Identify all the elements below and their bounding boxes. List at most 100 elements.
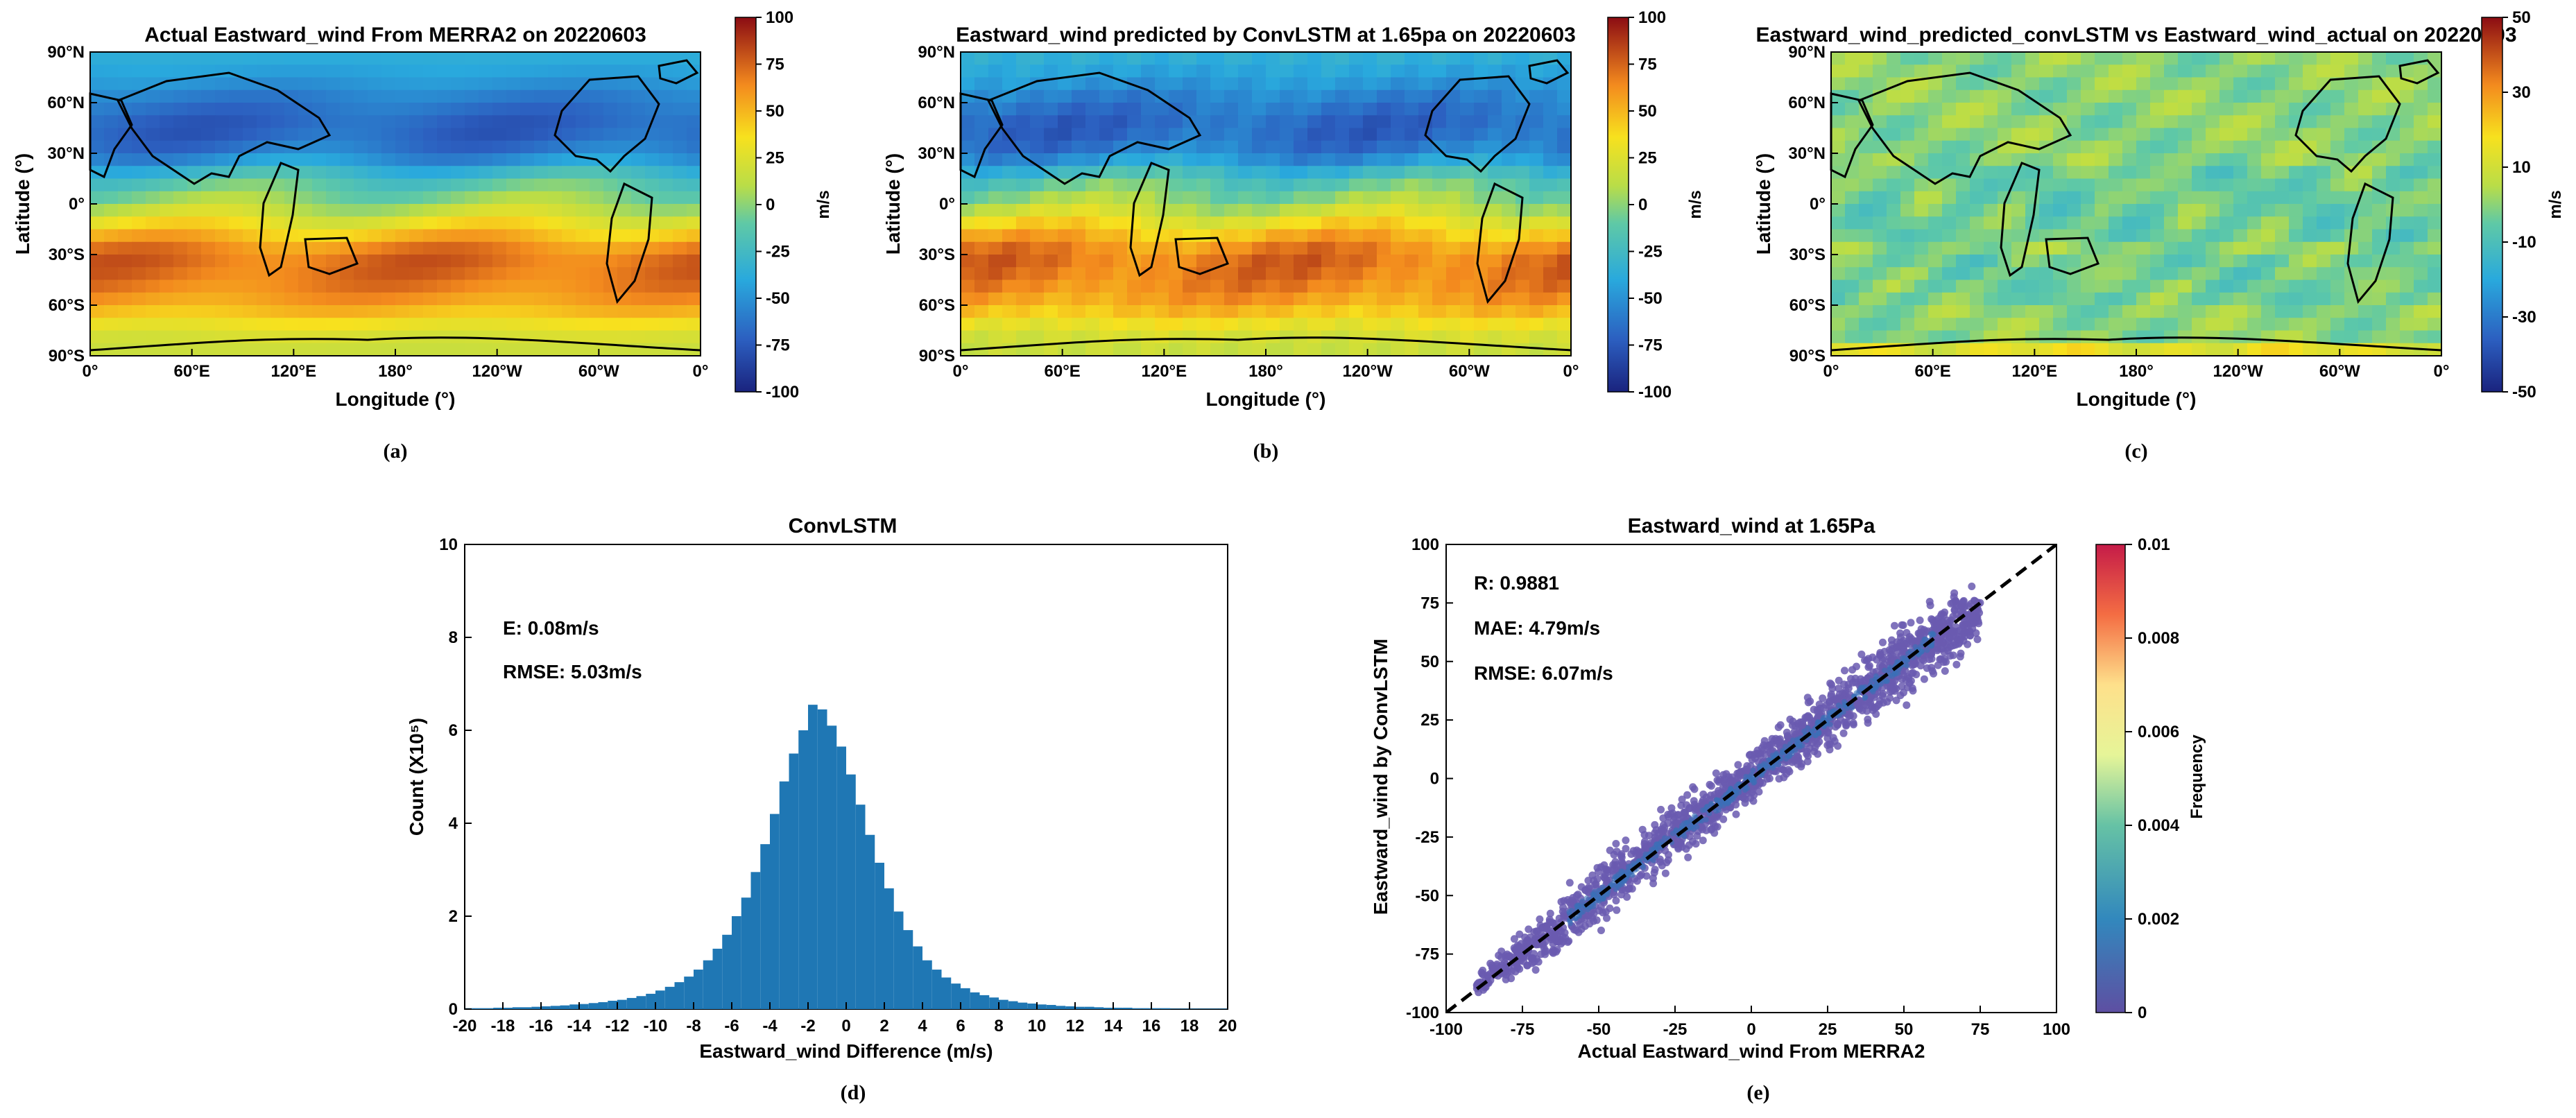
heatmap-cell	[1845, 241, 1860, 255]
heatmap-cell	[437, 267, 452, 281]
heatmap-cell	[2428, 103, 2441, 117]
heatmap-cell	[2247, 64, 2262, 78]
heatmap-cell	[201, 318, 216, 332]
heatmap-cell	[423, 343, 438, 356]
heatmap-cell	[298, 267, 313, 281]
heatmap-cell	[645, 204, 660, 218]
heatmap-cell	[2261, 343, 2276, 356]
scatter-point	[1835, 685, 1843, 693]
heatmap-cell	[961, 128, 975, 141]
heatmap-cell	[645, 330, 660, 344]
heatmap-cell	[2039, 305, 2054, 319]
heatmap-cell	[590, 343, 604, 356]
heatmap-cell	[1238, 52, 1253, 66]
heatmap-cell	[1016, 52, 1031, 66]
heatmap-cell	[1030, 292, 1045, 306]
heatmap-cell	[2400, 204, 2414, 218]
heatmap-cell	[2192, 216, 2206, 230]
heatmap-cell	[243, 318, 257, 332]
heatmap-cell	[617, 267, 632, 281]
heatmap-cell	[562, 140, 576, 154]
heatmap-cell	[659, 153, 673, 167]
heatmap-cell	[534, 178, 549, 192]
heatmap-cell	[257, 305, 271, 319]
heatmap-cell	[1502, 280, 1516, 293]
heatmap-cell	[1928, 343, 1943, 356]
heatmap-cell	[2386, 140, 2401, 154]
heatmap-cell	[1543, 204, 1558, 218]
heatmap-cell	[1058, 292, 1072, 306]
heatmap-cell	[2261, 280, 2276, 293]
heatmap-cell	[215, 280, 230, 293]
scatter-point	[1968, 583, 1976, 590]
heatmap-cell	[961, 52, 975, 66]
heatmap-cell	[617, 140, 632, 154]
heatmap-cell	[1196, 103, 1211, 117]
heatmap-cell	[1044, 166, 1058, 180]
heatmap-cell	[2247, 318, 2262, 332]
scatter-point	[1612, 897, 1620, 905]
heatmap-cell	[173, 280, 188, 293]
heatmap-cell	[1238, 241, 1253, 255]
heatmap-cell	[465, 292, 479, 306]
heatmap-cell	[2122, 52, 2137, 66]
heatmap-cell	[1970, 128, 1984, 141]
heatmap-cell	[1335, 178, 1350, 192]
heatmap-cell	[243, 267, 257, 281]
panel-b-xlabel: Longitude (°)	[1206, 388, 1326, 410]
y-tick-label: 2	[449, 907, 458, 926]
heatmap-cell	[312, 241, 327, 255]
colorbar-tick-label: 75	[1638, 55, 1657, 74]
heatmap-cell	[104, 267, 119, 281]
heatmap-cell	[2109, 140, 2123, 154]
heatmap-cell	[506, 267, 521, 281]
heatmap-cell	[2053, 166, 2068, 180]
heatmap-cell	[368, 204, 382, 218]
heatmap-cell	[1169, 292, 1183, 306]
heatmap-cell	[132, 216, 146, 230]
heatmap-cell	[2358, 103, 2373, 117]
heatmap-cell	[2164, 280, 2179, 293]
heatmap-cell	[243, 178, 257, 192]
heatmap-cell	[2150, 280, 2165, 293]
heatmap-cell	[1460, 292, 1475, 306]
histogram-bar	[1199, 1008, 1209, 1009]
heatmap-cell	[1942, 153, 1957, 167]
scatter-point	[1649, 879, 1658, 888]
panel-c-colorbar-label: m/s	[2546, 190, 2565, 218]
heatmap-cell	[2330, 128, 2345, 141]
heatmap-cell	[2025, 267, 2040, 281]
heatmap-cell	[409, 89, 424, 103]
heatmap-cell	[132, 305, 146, 319]
heatmap-cell	[659, 280, 673, 293]
heatmap-cell	[1557, 204, 1571, 218]
heatmap-cell	[284, 292, 299, 306]
heatmap-cell	[2303, 305, 2317, 319]
heatmap-cell	[1155, 255, 1169, 268]
heatmap-cell	[1557, 115, 1571, 129]
heatmap-cell	[1970, 103, 1984, 117]
heatmap-cell	[1099, 140, 1114, 154]
heatmap-cell	[298, 255, 313, 268]
heatmap-cell	[1887, 140, 1901, 154]
heatmap-cell	[1058, 318, 1072, 332]
heatmap-cell	[1418, 77, 1433, 91]
heatmap-cell	[271, 305, 285, 319]
heatmap-cell	[229, 229, 243, 243]
heatmap-cell	[1914, 305, 1929, 319]
heatmap-cell	[1113, 140, 1128, 154]
heatmap-cell	[1349, 204, 1364, 218]
heatmap-cell	[1405, 64, 1419, 78]
heatmap-cell	[1155, 153, 1169, 167]
scatter-point	[1565, 879, 1574, 887]
heatmap-cell	[2386, 255, 2401, 268]
heatmap-cell	[520, 191, 535, 205]
heatmap-cell	[1072, 280, 1086, 293]
heatmap-cell	[118, 77, 132, 91]
scatter-point	[1797, 762, 1805, 771]
heatmap-cell	[590, 128, 604, 141]
heatmap-cell	[1072, 343, 1086, 356]
heatmap-cell	[381, 241, 396, 255]
heatmap-cell	[1072, 153, 1086, 167]
heatmap-cell	[2122, 89, 2137, 103]
